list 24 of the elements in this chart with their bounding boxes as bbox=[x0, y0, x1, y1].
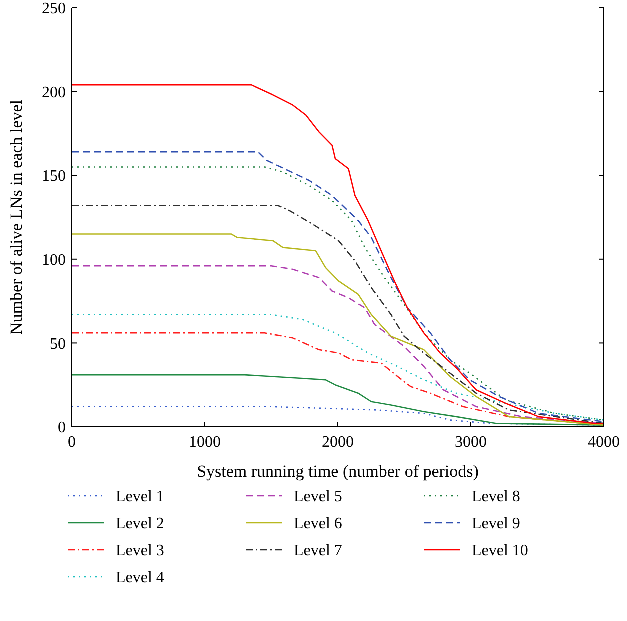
line-series bbox=[71, 84, 605, 424]
x-axis-title: System running time (number of periods) bbox=[197, 462, 479, 481]
y-tick-label: 50 bbox=[50, 336, 66, 353]
y-axis-title: Number of alive LNs in each level bbox=[7, 100, 26, 336]
x-tick-label: 3000 bbox=[455, 434, 487, 451]
legend-label: Level 2 bbox=[116, 516, 164, 533]
x-tick-label: 4000 bbox=[588, 434, 620, 451]
legend-label: Level 4 bbox=[116, 570, 164, 587]
y-tick-label: 200 bbox=[42, 84, 66, 102]
legend-label: Level 3 bbox=[116, 542, 164, 560]
y-tick-label: 250 bbox=[42, 0, 66, 18]
y-tick-label: 100 bbox=[42, 252, 66, 269]
legend-label: Level 10 bbox=[472, 542, 528, 560]
legend-label: Level 8 bbox=[472, 488, 520, 506]
legend-label: Level 6 bbox=[294, 516, 342, 533]
y-tick-label: 150 bbox=[42, 168, 66, 186]
x-tick-label: 1000 bbox=[189, 434, 221, 451]
legend-label: Level 7 bbox=[294, 542, 342, 560]
y-tick-label: 0 bbox=[58, 420, 66, 437]
legend-label: Level 5 bbox=[294, 488, 342, 506]
legend-label: Level 1 bbox=[116, 488, 164, 506]
legend-label: Level 9 bbox=[472, 516, 520, 533]
line-series bbox=[71, 314, 605, 421]
x-tick-label: 2000 bbox=[322, 434, 354, 451]
